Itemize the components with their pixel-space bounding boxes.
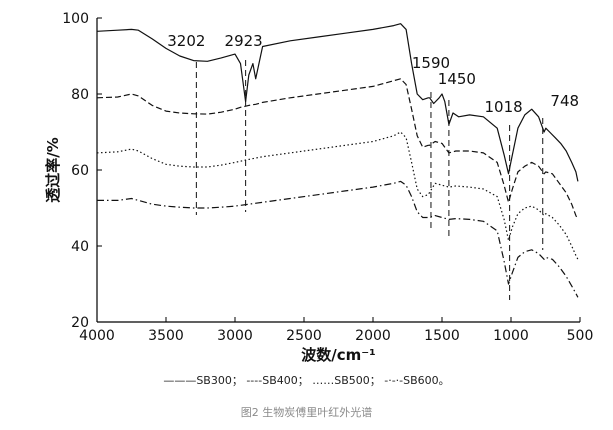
x-tick-label: 3000 [217, 328, 253, 344]
y-tick-label: 60 [71, 163, 89, 179]
peak-label: 748 [550, 92, 579, 110]
x-tick-label: 3500 [148, 328, 184, 344]
peak-label: 2923 [225, 32, 263, 50]
y-tick-label: 20 [71, 315, 89, 331]
x-axis-label: 波数/cm⁻¹ [301, 346, 376, 364]
x-tick-label: 2000 [355, 328, 391, 344]
x-tick-label: 2500 [286, 328, 322, 344]
series-line-sb600 [97, 180, 579, 298]
y-tick-label: 100 [62, 11, 89, 27]
x-tick-label: 4000 [79, 328, 115, 344]
peak-label: 1018 [485, 98, 523, 116]
series-line-sb400 [96, 78, 579, 220]
series-line-sb300 [96, 23, 579, 182]
x-tick-label: 1000 [493, 328, 529, 344]
y-axis-label: 透过率/% [44, 137, 62, 203]
y-tick-label: 40 [71, 239, 89, 255]
peak-label: 1450 [438, 70, 476, 88]
legend-text: ———SB300； ----SB400； ……SB500； -·-·-SB600… [163, 374, 450, 387]
figure-caption: 图2 生物炭傅里叶红外光谱 [240, 406, 373, 419]
y-tick-label: 80 [71, 87, 89, 103]
series-line-sb500 [96, 131, 579, 260]
peak-label: 1590 [412, 54, 450, 72]
peak-label: 3202 [167, 32, 205, 50]
x-tick-label: 500 [567, 328, 594, 344]
x-tick-label: 1500 [424, 328, 460, 344]
ftir-chart: 4000 3500 3000 2500 2000 1500 1000 500 20 40 60 80 1… [44, 11, 593, 364]
chart-series-group [96, 23, 579, 298]
chart-axes: 4000 3500 3000 2500 2000 1500 1000 500 20 40 60 80 1… [44, 11, 593, 364]
